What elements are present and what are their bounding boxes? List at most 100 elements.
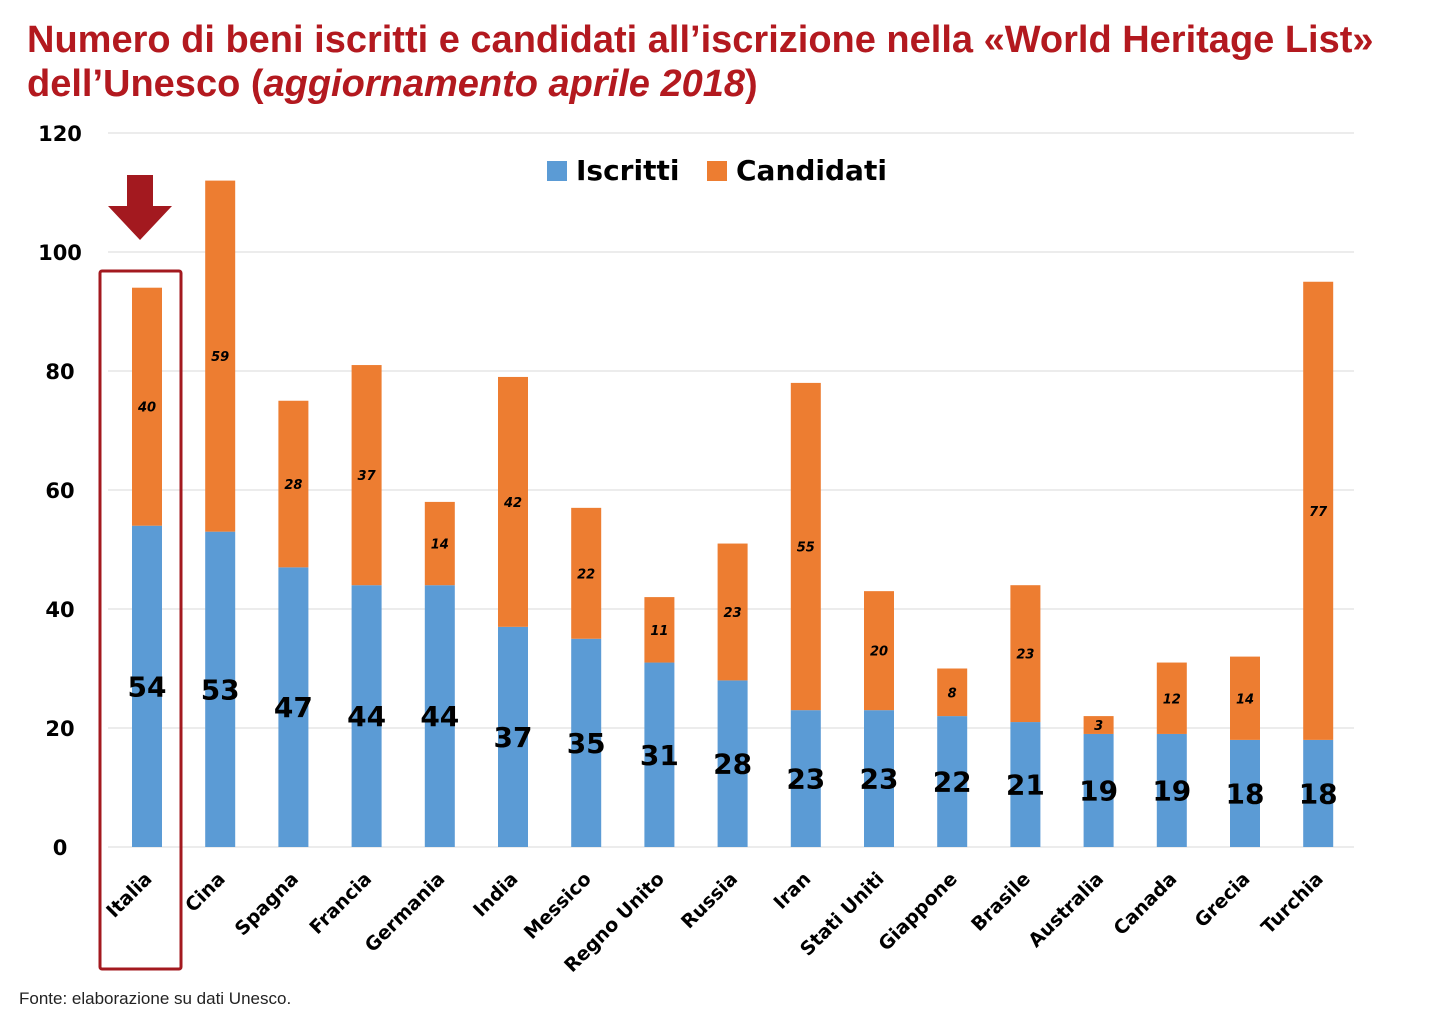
- bar-iscritti: [132, 525, 162, 847]
- data-label-iscritti: 28: [713, 748, 752, 781]
- data-label-iscritti: 37: [494, 721, 533, 754]
- x-tick-label: Cina: [181, 868, 230, 917]
- data-label-candidati: 77: [1309, 505, 1328, 520]
- bar-candidati: [132, 287, 162, 526]
- bar-iscritti: [424, 585, 455, 847]
- bar-candidati: [864, 591, 894, 711]
- data-label-candidati: 12: [1163, 692, 1181, 707]
- stacked-bar-chart: 0 20 40 60 80 100 120 54 40 53 59 47 28 44 37 44 14 37 42…: [38, 122, 1354, 977]
- data-label-iscritti: 23: [860, 763, 899, 796]
- highlight-group: [98, 175, 183, 971]
- y-tick-label: 80: [45, 360, 74, 384]
- chart-title: Numero di beni iscritti e candidati all’…: [27, 18, 1427, 106]
- data-label-candidati: 23: [724, 606, 742, 621]
- legend-swatch: [707, 161, 727, 181]
- bar-candidati: [571, 507, 602, 639]
- data-label-candidati: 55: [797, 541, 815, 556]
- bar-iscritti: [278, 567, 309, 847]
- data-label-iscritti: 22: [933, 766, 972, 799]
- bars: 5440535947284437441437423522311128232355…: [128, 180, 1338, 847]
- bar-iscritti: [1083, 733, 1114, 847]
- data-label-iscritti: 23: [786, 763, 825, 796]
- bar-iscritti: [1303, 739, 1334, 847]
- y-tick-label: 100: [38, 241, 82, 265]
- x-tick-label: Turchia: [1257, 868, 1328, 939]
- data-label-candidati: 3: [1094, 719, 1103, 734]
- data-label-iscritti: 18: [1226, 777, 1265, 810]
- x-tick-label: Giappone: [874, 868, 961, 955]
- data-label-iscritti: 19: [1079, 774, 1118, 807]
- data-label-iscritti: 54: [128, 670, 167, 703]
- legend-label: Candidati: [736, 154, 887, 187]
- data-label-candidati: 8: [948, 686, 957, 701]
- bar-candidati: [717, 543, 748, 681]
- bar-candidati: [937, 668, 968, 717]
- y-tick-label: 0: [53, 836, 68, 860]
- chart-title-main: Numero di beni iscritti e candidati all’…: [27, 19, 1374, 105]
- bar-iscritti: [864, 710, 894, 847]
- bar-candidati: [498, 376, 528, 627]
- source-note: Fonte: elaborazione su dati Unesco.: [19, 989, 292, 1008]
- data-label-candidati: 28: [284, 478, 302, 493]
- bar-iscritti: [1010, 722, 1041, 847]
- y-axis-ticks: 0 20 40 60 80 100 120: [38, 122, 82, 860]
- data-label-iscritti: 44: [347, 700, 386, 733]
- legend-label: Iscritti: [576, 154, 679, 187]
- bar-iscritti: [717, 680, 748, 847]
- x-tick-label: Australia: [1024, 868, 1108, 952]
- chart-title-close: ): [745, 63, 758, 105]
- data-label-candidati: 22: [577, 567, 595, 582]
- chart-title-italic: aggiornamento aprile 2018: [263, 63, 746, 105]
- legend: Iscritti Candidati: [547, 154, 887, 187]
- x-tick-label: Germania: [361, 868, 450, 957]
- x-tick-label: Canada: [1110, 868, 1182, 940]
- x-tick-label: Russia: [677, 868, 742, 933]
- bar-iscritti: [205, 531, 236, 847]
- data-label-candidati: 11: [650, 624, 668, 639]
- data-label-iscritti: 19: [1152, 774, 1191, 807]
- x-tick-label: Messico: [520, 868, 596, 944]
- bar-candidati: [278, 400, 309, 568]
- data-label-candidati: 40: [137, 401, 156, 416]
- bar-candidati: [1303, 281, 1334, 740]
- data-label-candidati: 59: [211, 350, 229, 365]
- data-label-candidati: 37: [358, 469, 377, 484]
- bar-iscritti: [498, 626, 528, 847]
- data-label-iscritti: 21: [1006, 769, 1045, 802]
- data-label-iscritti: 35: [567, 727, 606, 760]
- data-label-candidati: 23: [1016, 648, 1034, 663]
- y-tick-label: 60: [45, 479, 74, 503]
- bar-candidati: [790, 382, 821, 711]
- bar-iscritti: [351, 585, 382, 847]
- bar-candidati: [644, 597, 675, 663]
- bar-candidati: [1230, 656, 1260, 740]
- data-label-candidati: 42: [503, 496, 522, 511]
- data-label-iscritti: 31: [640, 739, 679, 772]
- x-tick-label: Grecia: [1191, 868, 1255, 932]
- x-tick-label: Francia: [305, 868, 376, 939]
- bar-iscritti: [644, 662, 675, 847]
- data-label-iscritti: 44: [420, 700, 459, 733]
- bar-candidati: [1156, 662, 1187, 734]
- y-tick-label: 120: [38, 122, 82, 146]
- data-label-iscritti: 18: [1299, 777, 1338, 810]
- bar-iscritti: [790, 710, 821, 847]
- x-tick-label: Iran: [770, 868, 816, 914]
- x-tick-label: Italia: [102, 868, 156, 922]
- data-label-candidati: 14: [1236, 692, 1254, 707]
- highlight-box: [98, 269, 183, 971]
- data-label-iscritti: 47: [274, 691, 313, 724]
- bar-iscritti: [1230, 739, 1260, 847]
- data-label-candidati: 20: [870, 645, 888, 660]
- y-tick-label: 20: [45, 717, 74, 741]
- bar-candidati: [205, 180, 236, 532]
- bar-candidati: [351, 365, 382, 586]
- bar-candidati: [424, 501, 455, 586]
- bar-iscritti: [1156, 733, 1187, 847]
- bar-iscritti: [571, 638, 602, 847]
- highlight-arrow-icon: [108, 175, 172, 240]
- legend-swatch: [547, 161, 567, 181]
- bar-iscritti: [937, 716, 968, 847]
- x-tick-label: India: [469, 868, 522, 921]
